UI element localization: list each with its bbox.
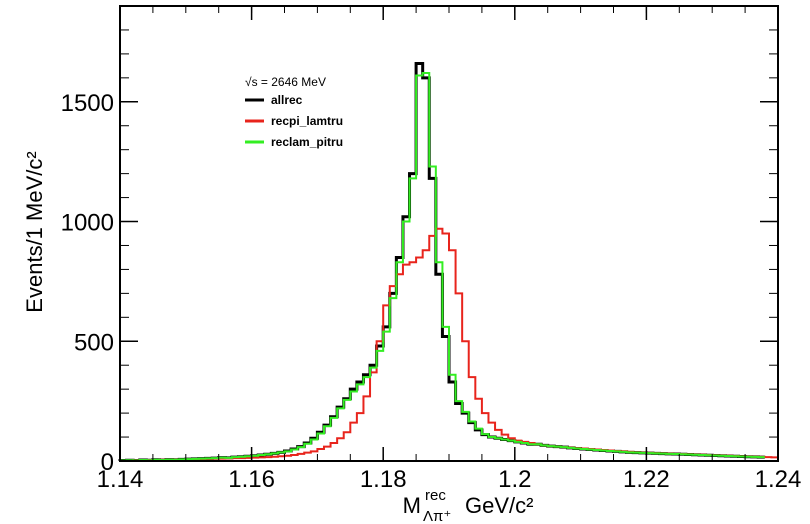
x-axis-title-subscript: Λπ⁺ xyxy=(423,508,451,524)
y-axis-title: Events/1 MeV/c² xyxy=(22,151,47,312)
x-tick-label: 1.14 xyxy=(97,466,144,493)
legend-label-recpi_lamtru: recpi_lamtru xyxy=(271,114,343,128)
x-axis-title-main: M xyxy=(403,493,421,518)
ticks-layer: 1.14 1.16 1.18 1.2 1.22 1.24 0 500 1000 1500 xyxy=(61,5,802,493)
x-tick-label: 1.18 xyxy=(360,466,407,493)
y-tick-label: 500 xyxy=(74,329,114,356)
series-layer xyxy=(118,61,778,463)
x-tick-label: 1.24 xyxy=(755,466,802,493)
x-tick-label: 1.16 xyxy=(228,466,275,493)
x-axis-title-superscript: rec xyxy=(425,487,446,504)
y-tick-label: 1500 xyxy=(61,90,114,117)
legend-label-allrec: allrec xyxy=(271,93,303,107)
x-tick-label: 1.22 xyxy=(623,466,670,493)
y-tick-label: 1000 xyxy=(61,210,114,237)
x-axis-title: M xyxy=(403,493,421,518)
x-axis-title-unit: GeV/c² xyxy=(465,493,533,518)
legend: √s = 2646 MeV allrec recpi_lamtru reclam_p… xyxy=(245,75,343,149)
legend-header: √s = 2646 MeV xyxy=(245,75,326,89)
x-tick-label: 1.2 xyxy=(498,466,531,493)
y-tick-label: 0 xyxy=(101,449,114,476)
legend-label-reclam_pitru: reclam_pitru xyxy=(271,135,343,149)
series-reclam_pitru xyxy=(119,72,765,462)
